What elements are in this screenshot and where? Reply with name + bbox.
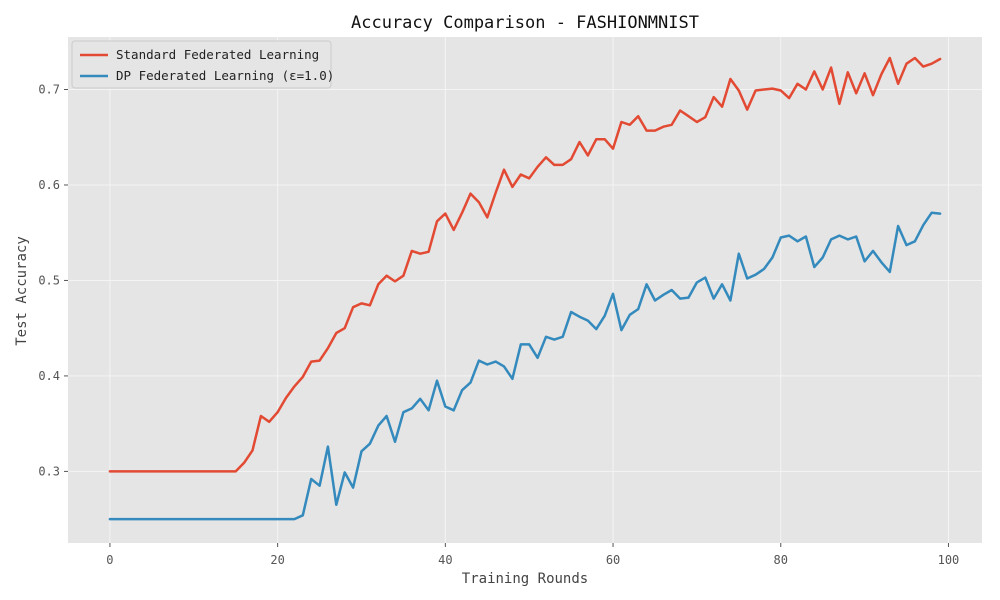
x-axis-ticks: 0 20 40 60 80 100: [106, 543, 959, 567]
x-tick-label: 0: [106, 553, 113, 567]
y-tick-label: 0.5: [38, 273, 60, 287]
legend-label-standard: Standard Federated Learning: [116, 47, 319, 62]
series-line-dp: [108, 211, 942, 521]
y-tick-label: 0.7: [38, 83, 60, 97]
legend: Standard Federated Learning DP Federated…: [71, 40, 334, 89]
grid-lines: [68, 37, 982, 543]
x-tick-label: 20: [270, 553, 284, 567]
x-tick-label: 60: [606, 553, 620, 567]
y-tick-label: 0.4: [38, 369, 60, 383]
x-tick-label: 40: [438, 553, 452, 567]
y-tick-label: 0.3: [38, 464, 60, 478]
chart-title: Accuracy Comparison - FASHIONMNIST: [351, 13, 699, 33]
legend-box: [71, 40, 332, 89]
x-tick-label: 80: [774, 553, 788, 567]
y-tick-label: 0.6: [38, 178, 60, 192]
series-lines: [108, 56, 942, 521]
x-axis-label: Training Rounds: [462, 571, 588, 587]
x-tick-label: 100: [938, 553, 960, 567]
y-axis-label: Test Accuracy: [14, 236, 30, 346]
legend-label-dp: DP Federated Learning (ε=1.0): [116, 68, 334, 83]
y-axis-ticks: 0.3 0.4 0.5 0.6 0.7: [38, 83, 68, 478]
plot-area: [68, 37, 982, 543]
series-line-standard: [108, 56, 942, 473]
